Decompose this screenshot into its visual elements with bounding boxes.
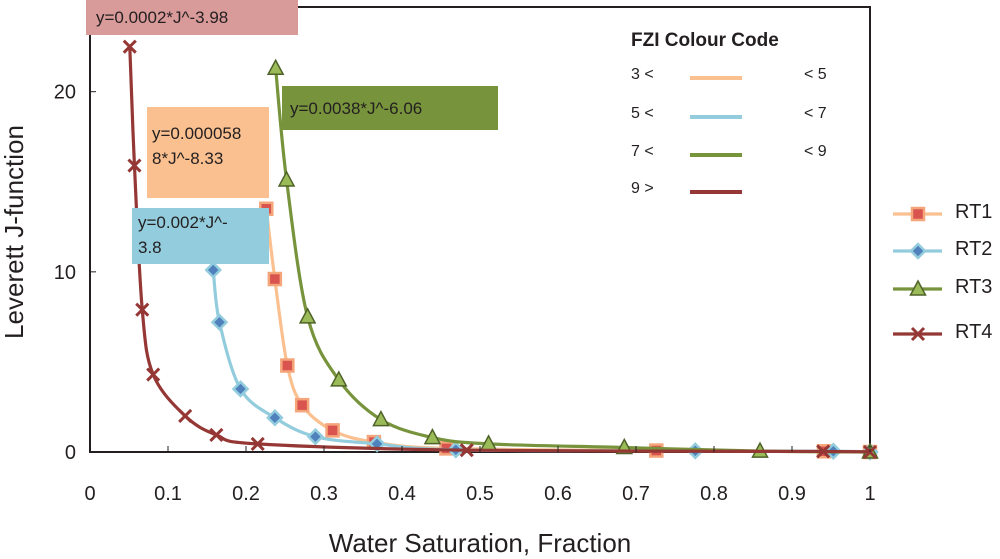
legend-label: RT4 (955, 321, 993, 343)
series-legend-markers (893, 206, 942, 342)
fzi-legend-row: 7 < < 9 (631, 143, 841, 167)
data-point (306, 427, 325, 446)
x-tick-label: 0.5 (466, 483, 494, 505)
fzi-legend-row: 9 > (631, 180, 841, 204)
fzi-legend-title: FZI Colour Code (631, 30, 779, 51)
legend-label: RT2 (955, 238, 993, 260)
equation-label-rt4: y=0.0002*J^-3.98 (86, 0, 298, 35)
data-point (146, 367, 161, 382)
equation-label-rt1: y=0.000058 8*J^-8.33 (147, 107, 269, 198)
x-axis-title: Water Saturation, Fraction (329, 528, 632, 558)
series-line (211, 269, 871, 454)
fzi-high-label: < 7 (804, 105, 827, 122)
equation-label-rt3: y=0.0038*J^-6.06 (282, 86, 498, 130)
fzi-legend-row: 5 < < 7 (631, 105, 841, 129)
data-point (294, 397, 310, 413)
data-point (267, 271, 283, 287)
legend-item-rt4: RT4 (892, 321, 997, 347)
data-point (231, 380, 250, 398)
data-point (277, 170, 296, 187)
series-rt2 (204, 261, 879, 461)
equation-label-rt2: y=0.002*J^- 3.8 (132, 208, 269, 264)
fzi-high-label: < 5 (804, 66, 827, 83)
legend-marker (910, 326, 926, 342)
x-tick-label: 0.3 (310, 483, 338, 505)
legend-label: RT1 (955, 201, 993, 223)
series-line (264, 208, 871, 454)
series-rt1 (259, 201, 878, 460)
fzi-low-label: 7 < (631, 143, 654, 160)
x-tick-label: 0.9 (778, 483, 806, 505)
data-point (266, 58, 285, 76)
fzi-low-label: 3 < (631, 66, 654, 83)
data-point (204, 261, 223, 279)
y-tick-label: 0 (65, 442, 76, 464)
data-point (135, 302, 150, 317)
legend-marker (909, 279, 927, 296)
data-point (266, 409, 284, 427)
x-tick-label: 0.8 (700, 483, 728, 505)
data-point (423, 427, 442, 445)
data-point (127, 158, 142, 173)
data-point (250, 436, 265, 451)
data-point (122, 39, 137, 54)
x-tick-label: 0.2 (232, 483, 260, 505)
legend-marker (909, 242, 927, 260)
y-tick-label: 20 (54, 82, 76, 104)
x-tick-label: 0.4 (388, 483, 416, 505)
x-tick-label: 0.6 (544, 483, 572, 505)
data-point (210, 313, 229, 332)
data-point (280, 358, 295, 373)
x-tick-label: 0.7 (622, 483, 650, 505)
data-point (816, 444, 831, 459)
data-point (372, 409, 390, 427)
x-tick-label: 0 (84, 483, 95, 505)
fzi-low-label: 5 < (631, 105, 654, 122)
data-point (209, 427, 224, 442)
legend-item-rt2: RT2 (892, 238, 997, 264)
y-axis-ticks: 0 10 20 (54, 82, 96, 464)
x-tick-label: 0.1 (154, 483, 182, 505)
fzi-swatch-line (690, 115, 742, 119)
data-point (178, 408, 193, 424)
y-tick-label: 10 (54, 262, 76, 284)
legend-label: RT3 (955, 276, 993, 298)
legend-item-rt1: RT1 (892, 201, 997, 227)
data-point (325, 423, 340, 438)
fzi-swatch-line (690, 153, 742, 157)
data-point (459, 443, 474, 458)
fzi-legend-row: 3 < < 5 (631, 66, 841, 90)
data-point (330, 370, 348, 387)
legend-marker (910, 206, 926, 222)
fzi-swatch-line (690, 190, 742, 194)
y-axis-title: Leverett J-function (0, 125, 29, 339)
legend-item-rt3: RT3 (892, 276, 997, 302)
x-axis-ticks: 0 0.1 0.2 0.3 0.4 0.5 0.6 0.7 0.8 0.9 1 (84, 446, 876, 505)
fzi-high-label: < 9 (804, 143, 827, 160)
fzi-low-label: 9 > (631, 180, 654, 197)
x-tick-label: 1 (864, 483, 875, 505)
fzi-swatch-line (690, 76, 742, 80)
data-point (298, 307, 317, 324)
